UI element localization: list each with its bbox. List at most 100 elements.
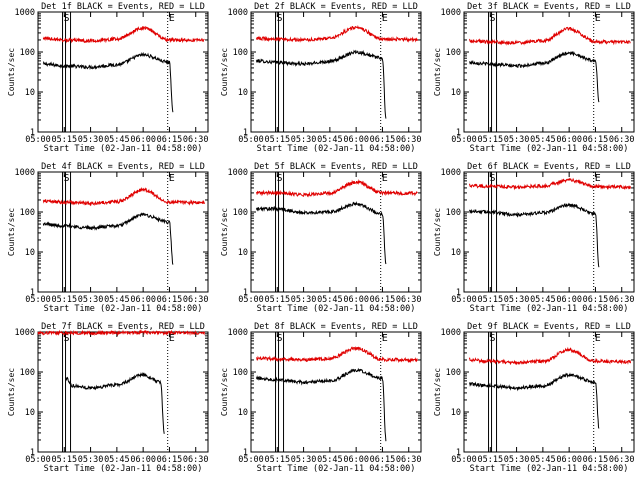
lld-series-line	[42, 186, 205, 207]
x-tick-label: 06:30	[609, 135, 635, 145]
chart-title: Det 6f BLACK = Events, RED = LLD	[467, 162, 631, 172]
chart-title: Det 7f BLACK = Events, RED = LLD	[41, 322, 205, 332]
x-tick-label: 05:30	[291, 135, 317, 145]
x-tick-label: 05:15	[477, 295, 503, 305]
x-tick-label: 06:15	[157, 455, 183, 465]
x-tick-label: 05:15	[477, 135, 503, 145]
x-tick-label: 05:45	[104, 135, 130, 145]
y-tick-label: 1000	[15, 328, 35, 338]
x-tick-label: 06:00	[556, 295, 582, 305]
x-tick-label: 05:00	[25, 135, 51, 145]
y-tick-label: 10	[238, 88, 248, 98]
events-series-line	[255, 200, 387, 265]
lld-series-line	[255, 178, 418, 198]
x-tick-label: 05:15	[477, 455, 503, 465]
chart-title: Det 1f BLACK = Events, RED = LLD	[41, 2, 205, 12]
end-marker-label: E	[382, 173, 388, 184]
y-tick-label: 1000	[15, 168, 35, 178]
lld-series-line	[468, 346, 631, 366]
x-tick-label: 06:00	[343, 135, 369, 145]
x-tick-label: 05:00	[238, 295, 264, 305]
y-tick-label: 1	[456, 288, 461, 298]
y-tick-label: 100	[446, 48, 461, 58]
plot-frame	[250, 331, 422, 453]
x-tick-label: 05:00	[238, 455, 264, 465]
x-tick-label: 05:30	[291, 455, 317, 465]
end-marker-label: E	[169, 333, 175, 344]
y-tick-label: 10	[25, 408, 35, 418]
x-tick-label: 06:15	[370, 295, 396, 305]
y-tick-label: 10	[238, 248, 248, 258]
x-tick-label: 06:15	[370, 455, 396, 465]
plot-frame	[37, 11, 209, 133]
y-tick-label: 1000	[228, 328, 248, 338]
chart-title: Det 8f BLACK = Events, RED = LLD	[254, 322, 418, 332]
chart-title: Det 5f BLACK = Events, RED = LLD	[254, 162, 418, 172]
x-tick-label: 06:00	[343, 295, 369, 305]
y-tick-label: 100	[20, 368, 35, 378]
x-axis-label: Start Time (02-Jan-11 04:58:00)	[257, 304, 416, 314]
y-tick-label: 100	[20, 208, 35, 218]
x-tick-label: 05:15	[264, 455, 290, 465]
chart-panel-5: Det 5f BLACK = Events, RED = LLD 1 10 100 10…	[220, 162, 422, 314]
x-tick-label: 05:00	[451, 295, 477, 305]
end-marker-label: E	[595, 173, 601, 184]
chart-title: Det 2f BLACK = Events, RED = LLD	[254, 2, 418, 12]
x-tick-label: 06:00	[556, 455, 582, 465]
x-tick-label: 05:30	[504, 455, 530, 465]
end-marker-label: E	[595, 13, 601, 24]
x-tick-label: 06:30	[396, 455, 422, 465]
y-tick-label: 1000	[441, 168, 461, 178]
plot-frame	[463, 11, 635, 133]
x-tick-label: 05:45	[104, 295, 130, 305]
x-tick-label: 06:15	[583, 455, 609, 465]
chart-panel-1: Det 1f BLACK = Events, RED = LLD 1 10 100 10…	[7, 2, 209, 154]
end-marker-label: E	[169, 173, 175, 184]
x-tick-label: 05:00	[25, 295, 51, 305]
y-tick-label: 1	[243, 448, 248, 458]
x-axis-label: Start Time (02-Jan-11 04:58:00)	[44, 144, 203, 154]
end-marker-label: E	[382, 13, 388, 24]
x-tick-label: 06:00	[130, 295, 156, 305]
x-tick-label: 06:30	[609, 295, 635, 305]
end-marker-label: E	[382, 333, 388, 344]
y-tick-label: 1	[30, 128, 35, 138]
chart-panel-4: Det 4f BLACK = Events, RED = LLD 1 10 100 10…	[7, 162, 209, 314]
end-marker-label: E	[595, 333, 601, 344]
y-tick-label: 1	[30, 288, 35, 298]
y-tick-label: 1000	[441, 328, 461, 338]
y-tick-label: 10	[25, 248, 35, 258]
chart-panel-3: Det 3f BLACK = Events, RED = LLD 1 10 100 10…	[433, 2, 635, 154]
y-tick-label: 1	[30, 448, 35, 458]
x-tick-label: 05:15	[51, 135, 77, 145]
chart-title: Det 9f BLACK = Events, RED = LLD	[467, 322, 631, 332]
chart-panel-2: Det 2f BLACK = Events, RED = LLD 1 10 100 10…	[220, 2, 422, 154]
chart-panel-6: Det 6f BLACK = Events, RED = LLD 1 10 100 10…	[433, 162, 635, 314]
x-tick-label: 05:00	[25, 455, 51, 465]
x-tick-label: 05:00	[451, 135, 477, 145]
x-tick-label: 05:15	[264, 295, 290, 305]
x-axis-label: Start Time (02-Jan-11 04:58:00)	[44, 304, 203, 314]
x-tick-label: 05:30	[78, 455, 104, 465]
events-series-line	[255, 49, 387, 119]
x-tick-label: 05:45	[317, 455, 343, 465]
events-series-line	[469, 202, 600, 268]
y-tick-label: 1000	[15, 8, 35, 18]
x-tick-label: 05:45	[317, 135, 343, 145]
x-tick-label: 05:15	[51, 295, 77, 305]
y-tick-label: 100	[446, 208, 461, 218]
plot-frame	[37, 171, 209, 293]
y-axis-label: Counts/sec	[7, 368, 16, 416]
start-marker-label: S	[277, 173, 283, 184]
events-series-line	[255, 367, 387, 442]
x-axis-label: Start Time (02-Jan-11 04:58:00)	[44, 464, 203, 474]
events-series-line	[469, 50, 600, 103]
chart-panel-7: Det 7f BLACK = Events, RED = LLD 1 10 100 10…	[7, 322, 209, 474]
plot-frame	[250, 171, 422, 293]
y-tick-label: 1	[456, 448, 461, 458]
y-axis-label: Counts/sec	[433, 208, 442, 256]
chart-title: Det 3f BLACK = Events, RED = LLD	[467, 2, 631, 12]
x-tick-label: 06:15	[583, 295, 609, 305]
start-marker-label: S	[64, 13, 70, 24]
y-tick-label: 1	[243, 288, 248, 298]
